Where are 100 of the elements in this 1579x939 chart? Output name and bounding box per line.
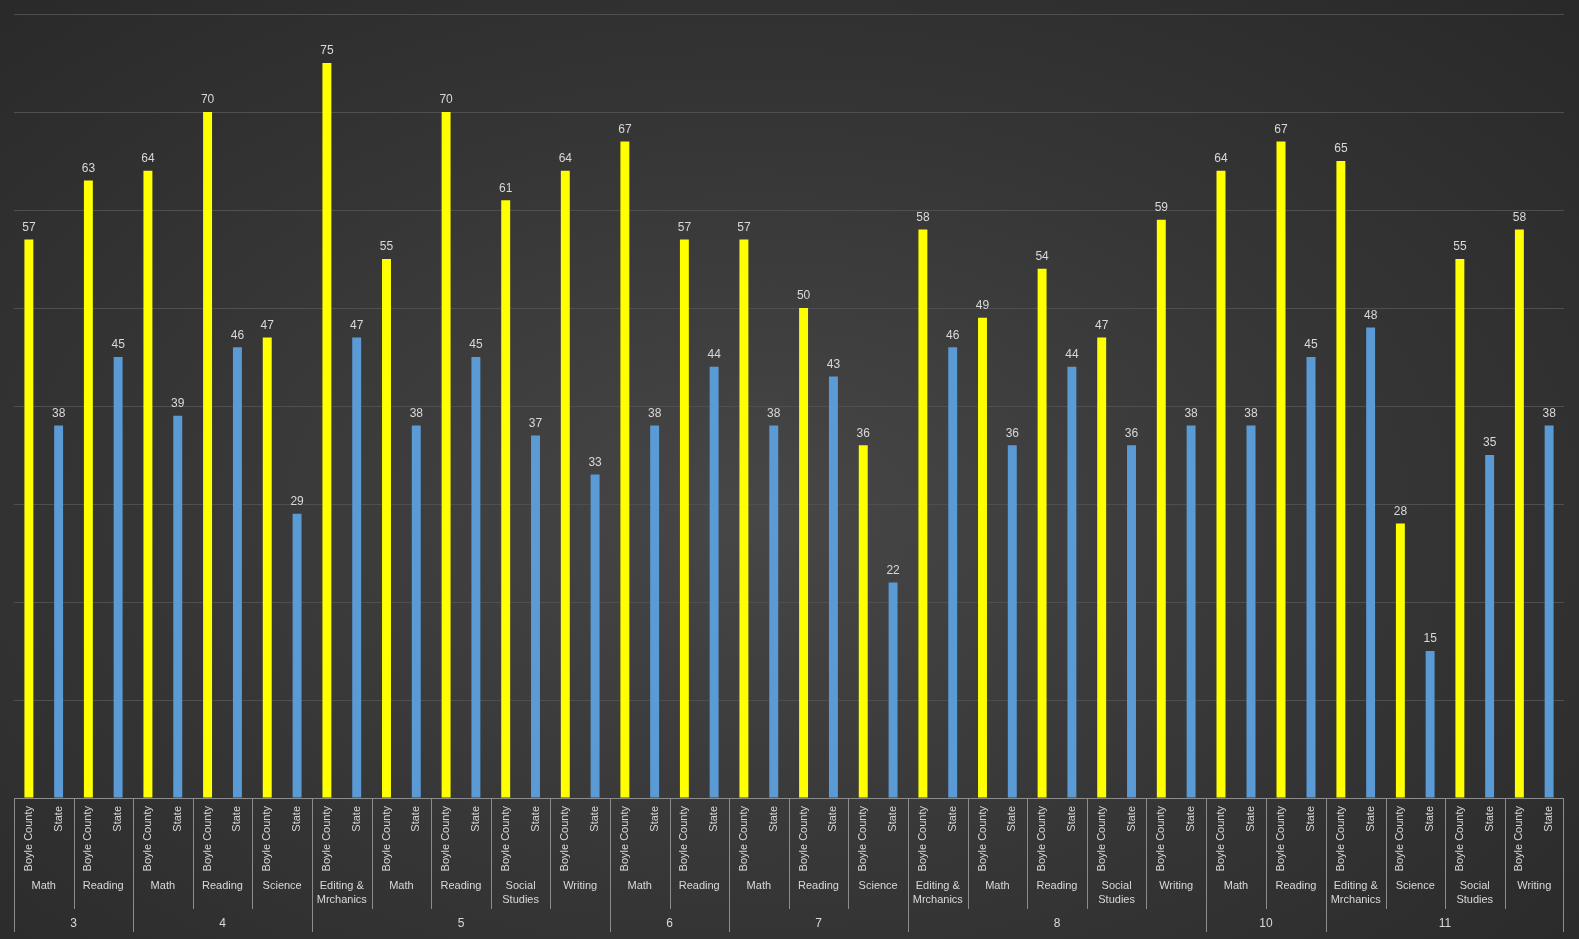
data-label: 38	[51, 405, 66, 420]
text: Boyle County	[558, 806, 571, 872]
x-axis-title: 7	[815, 916, 823, 931]
text: State	[1064, 806, 1077, 832]
text: Boyle County	[1154, 806, 1167, 872]
data-label: 67	[618, 121, 632, 136]
text: State	[468, 806, 481, 832]
data-label: 38	[767, 405, 781, 420]
text: Boyle County	[1214, 805, 1227, 872]
data-label: 37	[528, 415, 543, 430]
data-label: 58	[916, 209, 930, 224]
data-label: 33	[588, 454, 603, 469]
text: State	[826, 806, 839, 832]
data-label: 47	[1095, 317, 1109, 332]
text: Boyle County	[796, 806, 809, 872]
x-tick-label: Social Studies	[1456, 879, 1494, 906]
data-label: 39	[171, 396, 185, 411]
x-tick-label: Math	[985, 879, 1010, 892]
data-label: 47	[260, 317, 275, 332]
x-axis-title: 3	[70, 916, 78, 931]
text: State	[707, 806, 720, 832]
data-label: 63	[81, 160, 96, 175]
data-label: 65	[1334, 141, 1348, 156]
data-label: 36	[1005, 425, 1020, 440]
text: Boyle County	[1333, 805, 1346, 872]
x-tick-label: Reading	[82, 879, 124, 892]
data-label: 38	[1244, 405, 1258, 420]
text: Boyle County	[856, 805, 869, 872]
data-label: 70	[439, 92, 454, 107]
x-axis-title: 8	[1053, 916, 1061, 931]
x-tick-label: Writing	[1159, 879, 1194, 892]
data-label: 45	[111, 337, 126, 352]
text: Boyle County	[379, 805, 392, 872]
x-axis-title: 5	[457, 916, 465, 931]
text: State	[945, 806, 958, 832]
x-tick-label: Writing	[563, 879, 598, 892]
text: State	[886, 806, 899, 832]
x-tick-label: Reading	[202, 879, 243, 892]
text: Boyle County	[617, 805, 630, 872]
x-tick-label: Math	[746, 879, 772, 892]
text: State	[290, 806, 303, 832]
text: State	[1363, 806, 1376, 832]
text: Boyle County	[81, 806, 94, 872]
data-label: 55	[1453, 239, 1467, 254]
text: Boyle County	[1452, 806, 1465, 872]
x-tick-label: Science	[262, 879, 302, 892]
data-label: 46	[230, 327, 245, 342]
x-tick-label: Editing & Mrchanics	[912, 879, 964, 906]
text: Boyle County	[260, 805, 273, 872]
text: Boyle County	[1274, 806, 1287, 872]
x-axis-title: 11	[1438, 916, 1452, 931]
data-label: 43	[826, 356, 841, 371]
x-axis-title: 10	[1259, 916, 1273, 931]
text: Boyle County	[319, 806, 332, 872]
x-tick-label: Reading	[1036, 879, 1078, 892]
data-label: 44	[1065, 347, 1079, 362]
x-tick-label: Science	[858, 879, 898, 892]
data-label: 38	[409, 405, 424, 420]
text: Boyle County	[677, 806, 690, 872]
data-label: 57	[22, 219, 36, 234]
text: Boyle County	[1094, 806, 1107, 872]
text: Boyle County	[975, 806, 988, 872]
data-label: 64	[558, 151, 573, 166]
x-tick-label: Reading	[440, 879, 482, 892]
text: Boyle County	[498, 806, 511, 872]
x-tick-label: Math	[389, 879, 414, 892]
x-axis-title: 6	[666, 916, 674, 931]
data-label: 50	[796, 288, 811, 303]
text: Boyle County	[140, 806, 153, 872]
text: State	[170, 806, 183, 832]
text: Boyle County	[1512, 806, 1525, 872]
data-label: 38	[1542, 405, 1557, 420]
data-label: 64	[141, 151, 155, 166]
x-tick-label: Math	[31, 879, 56, 892]
x-tick-label: Math	[1223, 879, 1249, 892]
text: State	[1124, 806, 1137, 832]
data-label: 38	[647, 405, 662, 420]
data-label: 75	[320, 43, 334, 58]
data-label: 57	[737, 219, 751, 234]
data-label: 36	[1124, 425, 1139, 440]
x-tick-label: Reading	[798, 879, 839, 892]
x-tick-label: Science	[1395, 879, 1435, 892]
text: Boyle County	[1393, 806, 1406, 872]
data-label: 49	[975, 298, 990, 313]
x-tick-label: Reading	[1275, 879, 1317, 892]
text: State	[647, 806, 660, 832]
text: State	[1005, 806, 1018, 832]
data-label: 29	[290, 494, 305, 509]
data-label: 36	[856, 425, 871, 440]
text: State	[528, 806, 541, 832]
text: State	[51, 806, 64, 832]
data-label: 55	[379, 239, 394, 254]
x-tick-label: Editing & Mrchanics	[316, 879, 368, 906]
x-tick-label: Math	[150, 879, 176, 892]
text: State	[111, 806, 124, 832]
x-tick-label: Social Studies	[1098, 879, 1136, 906]
text: State	[1184, 806, 1197, 832]
text: State	[349, 806, 362, 832]
data-label: 57	[677, 219, 692, 234]
data-label: 47	[350, 317, 364, 332]
